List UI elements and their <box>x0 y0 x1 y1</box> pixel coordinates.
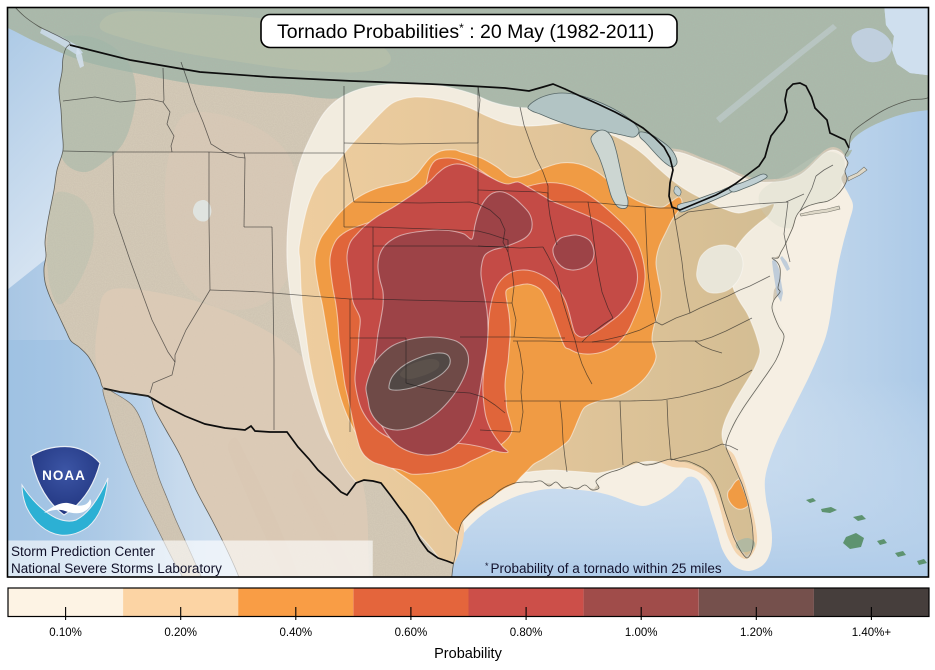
svg-text:National Severe Storms Laborat: National Severe Storms Laboratory <box>11 561 222 576</box>
svg-text:0.20%: 0.20% <box>164 627 197 639</box>
svg-text:*Probability of a tornado with: * Probability of a tornado within 25 mile… <box>485 561 722 576</box>
svg-text:1.40%+: 1.40%+ <box>852 627 892 639</box>
svg-text:Storm Prediction Center: Storm Prediction Center <box>11 544 156 559</box>
svg-text:1.00%: 1.00% <box>625 627 658 639</box>
svg-text:0.80%: 0.80% <box>510 627 543 639</box>
svg-text:0.10%: 0.10% <box>49 627 82 639</box>
svg-text:Probability: Probability <box>434 646 502 662</box>
svg-text:0.60%: 0.60% <box>395 627 428 639</box>
svg-text:NOAA: NOAA <box>42 468 86 483</box>
svg-text:1.20%: 1.20% <box>740 627 773 639</box>
svg-text:Tornado Probabilities* : 20 Ma: Tornado Probabilities* : 20 May (1982-20… <box>277 21 654 43</box>
svg-text:0.40%: 0.40% <box>279 627 312 639</box>
